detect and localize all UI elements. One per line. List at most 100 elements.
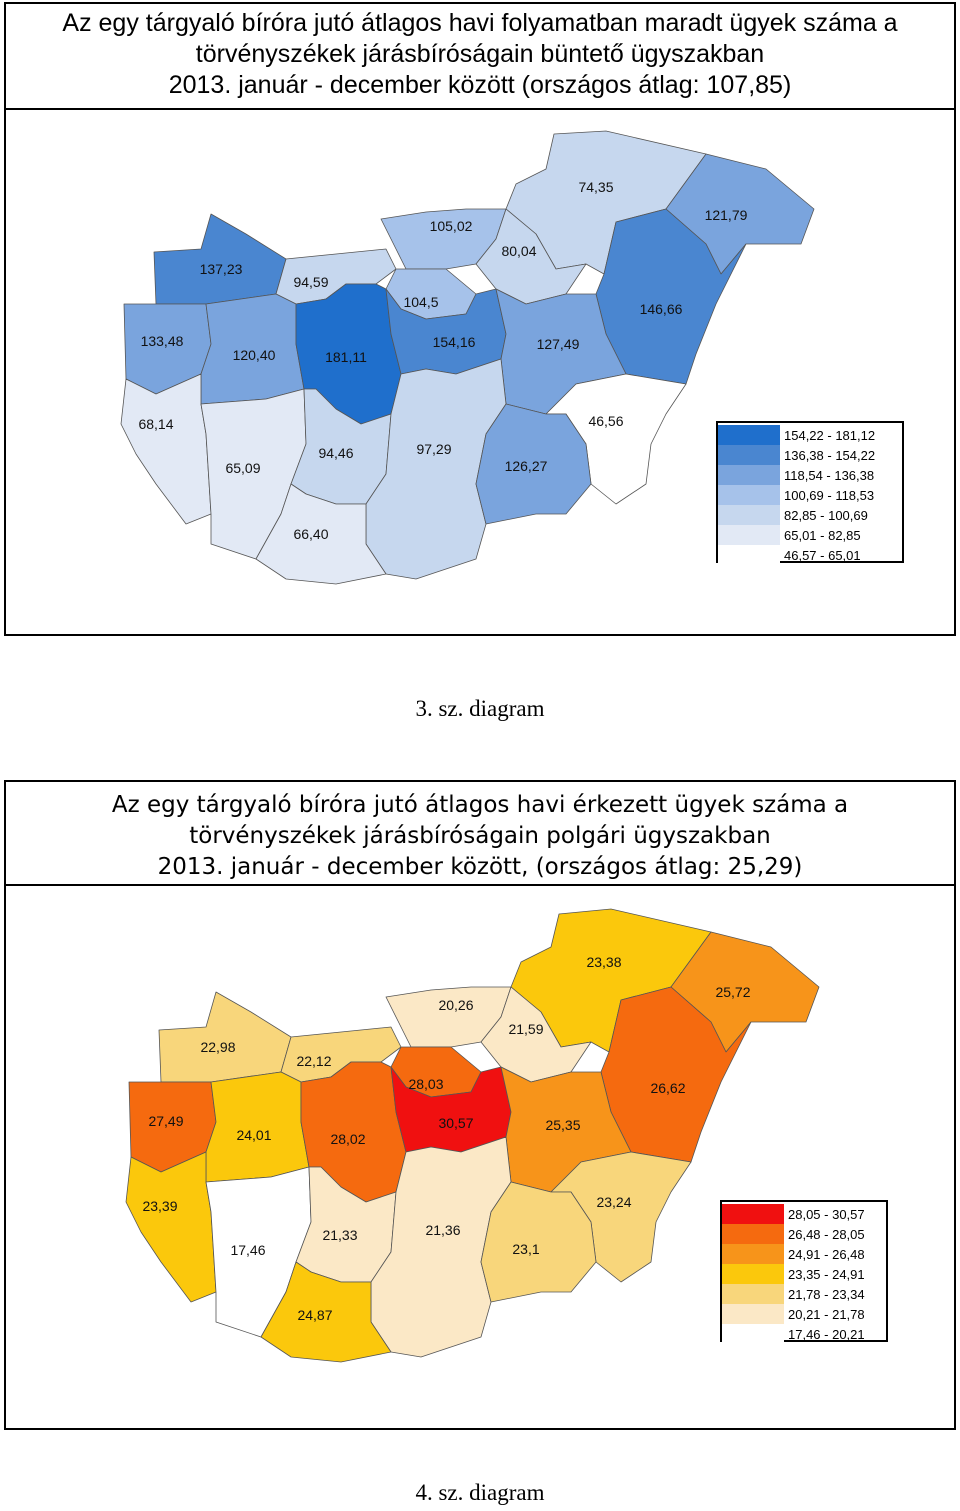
map1-region-label: 133,48 — [141, 333, 184, 349]
map2-legend-label: 26,48 - 28,05 — [788, 1226, 865, 1242]
map1-legend-item: 100,69 - 118,53 — [718, 485, 902, 505]
map2-region-22-98 — [158, 991, 292, 1083]
map2-region-label: 21,59 — [508, 1021, 543, 1037]
map2-region-label: 28,03 — [408, 1076, 443, 1092]
map2-legend-label: 28,05 - 30,57 — [788, 1206, 865, 1222]
map2-region-label: 23,1 — [512, 1241, 539, 1257]
map2-legend-label: 23,35 - 24,91 — [788, 1266, 865, 1282]
map1-region-label: 66,40 — [293, 526, 328, 542]
map1-region-label: 126,27 — [505, 458, 548, 474]
map2-legend-swatch — [722, 1324, 784, 1344]
map2-legend-swatch — [722, 1224, 784, 1244]
map2-region-label: 22,98 — [200, 1039, 235, 1055]
map2-panel: Az egy tárgyaló bíróra jutó átlagos havi… — [4, 780, 956, 1430]
map2-legend-label: 17,46 - 20,21 — [788, 1326, 865, 1342]
map1-legend-label: 65,01 - 82,85 — [784, 527, 861, 543]
map1-title-line3: 2013. január - december között (országos… — [168, 71, 792, 99]
map1-legend-item: 82,85 - 100,69 — [718, 505, 902, 525]
map1-region-68-14 — [120, 373, 212, 525]
map1-region-label: 68,14 — [138, 416, 173, 432]
map1-legend-item: 46,57 - 65,01 — [718, 545, 902, 565]
map2-legend-item: 23,35 - 24,91 — [722, 1264, 886, 1284]
map2-legend-item: 21,78 - 23,34 — [722, 1284, 886, 1304]
map1-choropleth: 74,35 121,79 105,02 80,04 137,23 94,59 104,5 14… — [120, 130, 815, 585]
map2-legend-item: 26,48 - 28,05 — [722, 1224, 886, 1244]
map2-choropleth: 23,38 25,72 20,26 21,59 22,98 22,12 28,03 26,62… — [125, 908, 820, 1363]
map2-region-23-1 — [480, 1181, 597, 1303]
map2-legend-swatch — [722, 1284, 784, 1304]
map1-legend-label: 82,85 - 100,69 — [784, 507, 868, 523]
map1-legend-swatch — [718, 545, 780, 565]
map1-region-label: 97,29 — [416, 441, 451, 457]
map2-region-label: 21,36 — [425, 1222, 460, 1238]
map1-legend-label: 118,54 - 136,38 — [784, 467, 875, 483]
map1-region-label: 120,40 — [233, 347, 276, 363]
map1-legend-item: 118,54 - 136,38 — [718, 465, 902, 485]
map2-region-label: 23,38 — [586, 954, 621, 970]
map1-region-label: 94,46 — [318, 445, 353, 461]
map1-legend-item: 65,01 - 82,85 — [718, 525, 902, 545]
map2-region-label: 25,35 — [545, 1117, 580, 1133]
map1-caption: 3. sz. diagram — [415, 696, 545, 721]
map1-region-label: 74,35 — [578, 179, 613, 195]
map2-legend-item: 28,05 - 30,57 — [722, 1204, 886, 1224]
map1-legend-label: 46,57 - 65,01 — [784, 547, 861, 563]
map2-legend-label: 21,78 - 23,34 — [788, 1286, 865, 1302]
map2-legend-item: 20,21 - 21,78 — [722, 1304, 886, 1324]
map2-region-label: 21,33 — [322, 1227, 357, 1243]
map1-region-label: 46,56 — [588, 413, 623, 429]
map2-region-label: 26,62 — [650, 1080, 685, 1096]
map2-legend-label: 24,91 - 26,48 — [788, 1246, 865, 1262]
map1-title-line1: Az egy tárgyaló bíróra jutó átlagos havi… — [62, 9, 898, 37]
map1-region-label: 105,02 — [430, 218, 473, 234]
map2-legend-swatch — [722, 1304, 784, 1324]
map2-title-line3: 2013. január - december között, (országo… — [157, 854, 803, 880]
map1-title: Az egy tárgyaló bíróra jutó átlagos havi… — [6, 4, 954, 110]
map1-region-126-27 — [475, 403, 592, 525]
map2-region-label: 23,39 — [142, 1198, 177, 1214]
map2-region-label: 24,87 — [297, 1307, 332, 1323]
map2-region-24-87 — [260, 1261, 392, 1363]
map1-title-line2: törvényszékek járásbíróságain büntető üg… — [195, 40, 765, 68]
map2-legend-swatch — [722, 1204, 784, 1224]
map1-region-label: 181,11 — [325, 349, 367, 365]
map1-region-label: 94,59 — [293, 274, 328, 290]
map2-region-label: 17,46 — [230, 1242, 265, 1258]
map2-legend-item: 24,91 - 26,48 — [722, 1244, 886, 1264]
map1-legend-label: 154,22 - 181,12 — [784, 427, 876, 443]
map1-region-66-40 — [255, 483, 387, 585]
map1-legend-item: 154,22 - 181,12 — [718, 425, 902, 445]
map1-legend-label: 100,69 - 118,53 — [784, 487, 875, 503]
map1-legend-swatch — [718, 485, 780, 505]
map1-region-137-23 — [153, 213, 287, 305]
map2-caption: 4. sz. diagram — [415, 1480, 545, 1505]
map1-region-label: 137,23 — [200, 261, 243, 277]
map2-region-label: 25,72 — [715, 984, 750, 1000]
map1-region-label: 104,5 — [403, 294, 438, 310]
map2-title: Az egy tárgyaló bíróra jutó átlagos havi… — [6, 782, 954, 886]
map1-region-label: 146,66 — [640, 301, 683, 317]
map1-legend-swatch — [718, 525, 780, 545]
map2-region-label: 28,02 — [330, 1131, 365, 1147]
map1-legend-label: 136,38 - 154,22 — [784, 447, 876, 463]
map2-region-label: 27,49 — [148, 1113, 183, 1129]
map2-title-line1: Az egy tárgyaló bíróra jutó átlagos havi… — [111, 792, 849, 818]
map2-legend-label: 20,21 - 21,78 — [788, 1306, 865, 1322]
map2-legend-item: 17,46 - 20,21 — [722, 1324, 886, 1344]
map1-panel: Az egy tárgyaló bíróra jutó átlagos havi… — [4, 2, 956, 636]
map2-region-label: 22,12 — [296, 1053, 331, 1069]
map1-legend-swatch — [718, 465, 780, 485]
map1-region-label: 65,09 — [225, 460, 260, 476]
map1-region-label: 154,16 — [433, 334, 476, 350]
map1-region-label: 121,79 — [705, 207, 748, 223]
map2-legend-swatch — [722, 1244, 784, 1264]
map2-title-line2: törvényszékek járásbíróságain polgári üg… — [189, 823, 771, 849]
map2-region-23-39 — [125, 1151, 217, 1303]
map1-legend-swatch — [718, 445, 780, 465]
map1-legend: 154,22 - 181,12 136,38 - 154,22 118,54 - 1… — [716, 421, 904, 565]
map2-region-label: 24,01 — [236, 1127, 271, 1143]
map1-legend-swatch — [718, 425, 780, 445]
map2-region-label: 30,57 — [438, 1115, 473, 1131]
map2-legend: 28,05 - 30,57 26,48 - 28,05 24,91 - 26,48 2… — [720, 1200, 888, 1344]
map1-legend-item: 136,38 - 154,22 — [718, 445, 902, 465]
